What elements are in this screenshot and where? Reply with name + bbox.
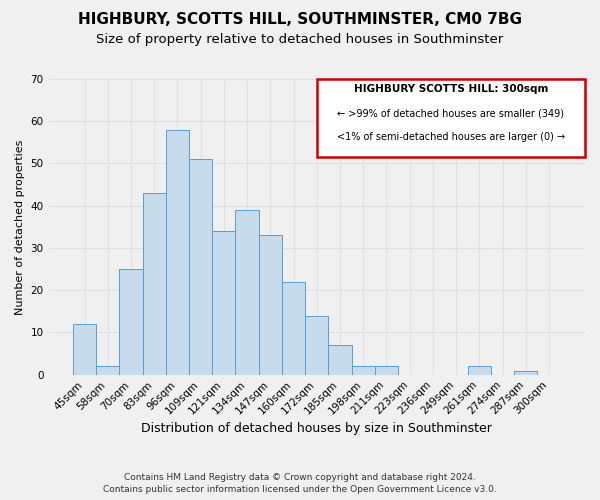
Bar [259,236,282,374]
Bar [73,324,96,374]
Bar [189,160,212,374]
Text: HIGHBURY SCOTTS HILL: 300sqm: HIGHBURY SCOTTS HILL: 300sqm [353,84,548,94]
Bar [212,231,235,374]
Bar [119,269,143,374]
Bar [305,316,328,374]
X-axis label: Distribution of detached houses by size in Southminster: Distribution of detached houses by size … [142,422,492,435]
Bar [166,130,189,374]
Text: ← >99% of detached houses are smaller (349): ← >99% of detached houses are smaller (3… [337,108,565,118]
Bar [352,366,375,374]
Text: <1% of semi-detached houses are larger (0) →: <1% of semi-detached houses are larger (… [337,132,565,141]
Bar [235,210,259,374]
Bar [328,345,352,374]
Text: Contains HM Land Registry data © Crown copyright and database right 2024.: Contains HM Land Registry data © Crown c… [124,472,476,482]
Text: HIGHBURY, SCOTTS HILL, SOUTHMINSTER, CM0 7BG: HIGHBURY, SCOTTS HILL, SOUTHMINSTER, CM0… [78,12,522,28]
Bar [514,370,538,374]
Bar [282,282,305,374]
Bar [375,366,398,374]
Text: Size of property relative to detached houses in Southminster: Size of property relative to detached ho… [97,32,503,46]
Y-axis label: Number of detached properties: Number of detached properties [15,139,25,314]
Bar [96,366,119,374]
Bar [143,193,166,374]
Text: Contains public sector information licensed under the Open Government Licence v3: Contains public sector information licen… [103,485,497,494]
Bar [468,366,491,374]
